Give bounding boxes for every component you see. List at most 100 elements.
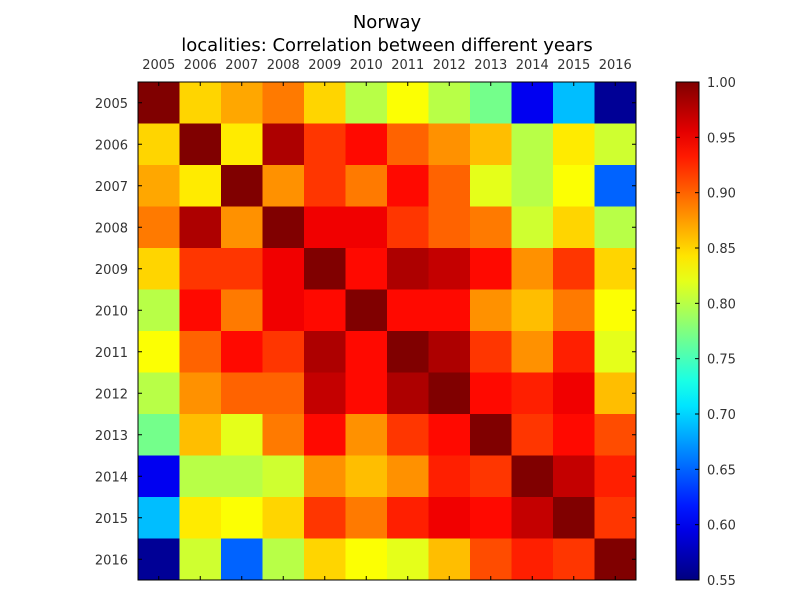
heatmap-cells	[138, 82, 637, 581]
heatmap-cell-2009-2016	[594, 248, 637, 290]
y-tick-label: 2014	[95, 470, 128, 485]
colorbar-tick-label: 0.55	[707, 574, 736, 589]
heatmap-cell-2008-2014	[511, 206, 554, 249]
heatmap-cell-2010-2005	[138, 289, 180, 332]
heatmap-cell-2011-2008	[262, 331, 305, 373]
x-tick-label: 2006	[184, 58, 217, 73]
heatmap-cell-2015-2016	[594, 497, 637, 539]
x-tick-label: 2009	[308, 58, 341, 73]
y-tick-label: 2015	[95, 512, 128, 527]
heatmap-cell-2010-2015	[553, 289, 595, 332]
heatmap-cell-2014-2008	[262, 455, 305, 498]
heatmap-cell-2009-2009	[304, 248, 346, 290]
heatmap-cell-2010-2006	[179, 289, 222, 332]
heatmap-cell-2009-2005	[138, 248, 180, 290]
y-tick-label: 2008	[95, 221, 128, 236]
heatmap-cell-2009-2014	[511, 248, 554, 290]
x-tick-label: 2016	[599, 58, 632, 73]
heatmap-cell-2014-2014	[511, 455, 554, 498]
colorbar-tick-label: 0.85	[707, 242, 736, 257]
heatmap-cell-2006-2005	[138, 123, 180, 166]
y-tick-label: 2012	[95, 387, 128, 402]
heatmap-cell-2009-2010	[345, 248, 388, 290]
heatmap-cell-2007-2009	[304, 165, 346, 207]
heatmap-cell-2009-2007	[221, 248, 263, 290]
heatmap-cell-2012-2012	[428, 372, 471, 415]
heatmap-cell-2007-2016	[594, 165, 637, 207]
colorbar-ticks: 0.55 0.60 0.65 0.70 0.75 0.80 0.85 0.90 0.95 1.00	[676, 76, 736, 589]
heatmap-cell-2005-2006	[179, 82, 222, 124]
heatmap-cell-2005-2016	[594, 82, 637, 124]
heatmap-cell-2006-2008	[262, 123, 305, 166]
heatmap-cell-2013-2011	[387, 414, 429, 456]
colorbar-tick-label: 1.00	[707, 76, 736, 91]
heatmap-cell-2011-2006	[179, 331, 222, 373]
heatmap-cell-2016-2011	[387, 538, 429, 581]
y-tick-label: 2016	[95, 553, 128, 568]
heatmap-cell-2016-2009	[304, 538, 346, 581]
chart-subtitle: localities: Correlation between differen…	[181, 35, 592, 56]
heatmap-cell-2012-2008	[262, 372, 305, 415]
heatmap-cell-2016-2010	[345, 538, 388, 581]
heatmap-cell-2015-2015	[553, 497, 595, 539]
x-tick-label: 2005	[142, 58, 175, 73]
heatmap-cell-2011-2013	[470, 331, 512, 373]
heatmap-cell-2007-2006	[179, 165, 222, 207]
y-tick-label: 2006	[95, 138, 128, 153]
heatmap-cell-2015-2014	[511, 497, 554, 539]
x-tick-label: 2011	[391, 58, 424, 73]
heatmap-cell-2012-2011	[387, 372, 429, 415]
heatmap-cell-2014-2007	[221, 455, 263, 498]
heatmap-cell-2008-2010	[345, 206, 388, 249]
heatmap-cell-2008-2005	[138, 206, 180, 249]
heatmap-cell-2007-2005	[138, 165, 180, 207]
heatmap-cell-2010-2016	[594, 289, 637, 332]
heatmap-cell-2007-2011	[387, 165, 429, 207]
heatmap-cell-2014-2010	[345, 455, 388, 498]
heatmap-cell-2016-2008	[262, 538, 305, 581]
heatmap-cell-2015-2007	[221, 497, 263, 539]
heatmap-cell-2012-2006	[179, 372, 222, 415]
heatmap-cell-2011-2009	[304, 331, 346, 373]
x-tick-label: 2014	[516, 58, 549, 73]
heatmap-cell-2007-2015	[553, 165, 595, 207]
heatmap-cell-2014-2009	[304, 455, 346, 498]
heatmap-cell-2009-2013	[470, 248, 512, 290]
heatmap-cell-2006-2009	[304, 123, 346, 166]
y-tick-label: 2007	[95, 180, 128, 195]
heatmap-cell-2010-2012	[428, 289, 471, 332]
heatmap-cell-2012-2015	[553, 372, 595, 415]
heatmap-cell-2014-2005	[138, 455, 180, 498]
heatmap-cell-2008-2008	[262, 206, 305, 249]
heatmap-cell-2010-2014	[511, 289, 554, 332]
heatmap-cell-2011-2012	[428, 331, 471, 373]
heatmap-cell-2014-2006	[179, 455, 222, 498]
heatmap-cell-2012-2010	[345, 372, 388, 415]
heatmap-cell-2008-2012	[428, 206, 471, 249]
heatmap-cell-2006-2013	[470, 123, 512, 166]
heatmap-cell-2010-2008	[262, 289, 305, 332]
heatmap-cell-2009-2006	[179, 248, 222, 290]
colorbar-tick-label: 0.90	[707, 187, 736, 202]
heatmap-cell-2013-2013	[470, 414, 512, 456]
x-tick-label: 2015	[557, 58, 590, 73]
heatmap-cell-2012-2016	[594, 372, 637, 415]
x-tick-label: 2013	[474, 58, 507, 73]
heatmap-cell-2011-2005	[138, 331, 180, 373]
colorbar-tick-label: 0.95	[707, 131, 736, 146]
heatmap-cell-2015-2010	[345, 497, 388, 539]
heatmap-cell-2014-2011	[387, 455, 429, 498]
heatmap-cell-2012-2014	[511, 372, 554, 415]
plot-frame	[137, 81, 637, 581]
heatmap-cell-2015-2011	[387, 497, 429, 539]
y-tick-label: 2010	[95, 304, 128, 319]
heatmap-cell-2007-2014	[511, 165, 554, 207]
heatmap-cell-2008-2013	[470, 206, 512, 249]
heatmap-cell-2005-2005	[138, 82, 180, 124]
heatmap-cell-2006-2014	[511, 123, 554, 166]
heatmap-cell-2016-2016	[594, 538, 637, 581]
heatmap-cell-2008-2006	[179, 206, 222, 249]
y-tick-label: 2013	[95, 429, 128, 444]
heatmap-cell-2005-2014	[511, 82, 554, 124]
heatmap-cell-2005-2015	[553, 82, 595, 124]
